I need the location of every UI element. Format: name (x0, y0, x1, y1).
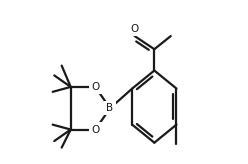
Text: O: O (91, 82, 99, 92)
Text: B: B (106, 103, 114, 113)
Text: O: O (130, 24, 139, 34)
Text: O: O (91, 125, 99, 134)
